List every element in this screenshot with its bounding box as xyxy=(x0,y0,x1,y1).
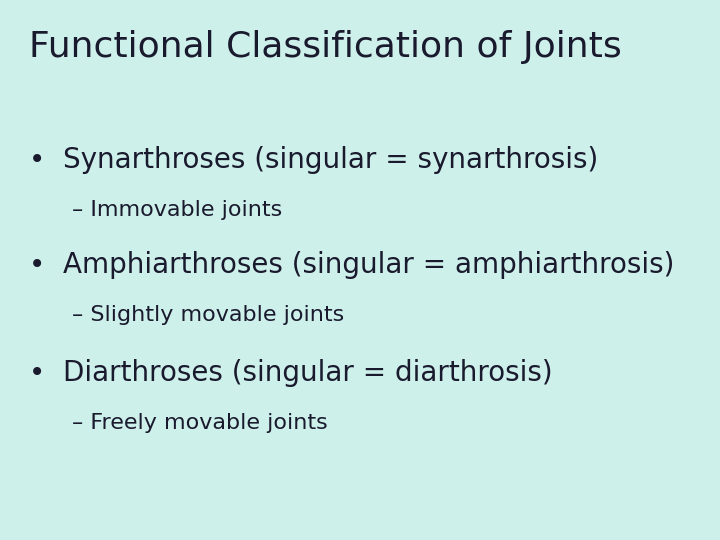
Text: – Slightly movable joints: – Slightly movable joints xyxy=(72,305,344,325)
Text: – Freely movable joints: – Freely movable joints xyxy=(72,413,328,433)
Text: Functional Classification of Joints: Functional Classification of Joints xyxy=(29,30,621,64)
Text: – Immovable joints: – Immovable joints xyxy=(72,200,282,220)
Text: •  Synarthroses (singular = synarthrosis): • Synarthroses (singular = synarthrosis) xyxy=(29,146,598,174)
Text: •  Amphiarthroses (singular = amphiarthrosis): • Amphiarthroses (singular = amphiarthro… xyxy=(29,251,674,279)
Text: •  Diarthroses (singular = diarthrosis): • Diarthroses (singular = diarthrosis) xyxy=(29,359,552,387)
